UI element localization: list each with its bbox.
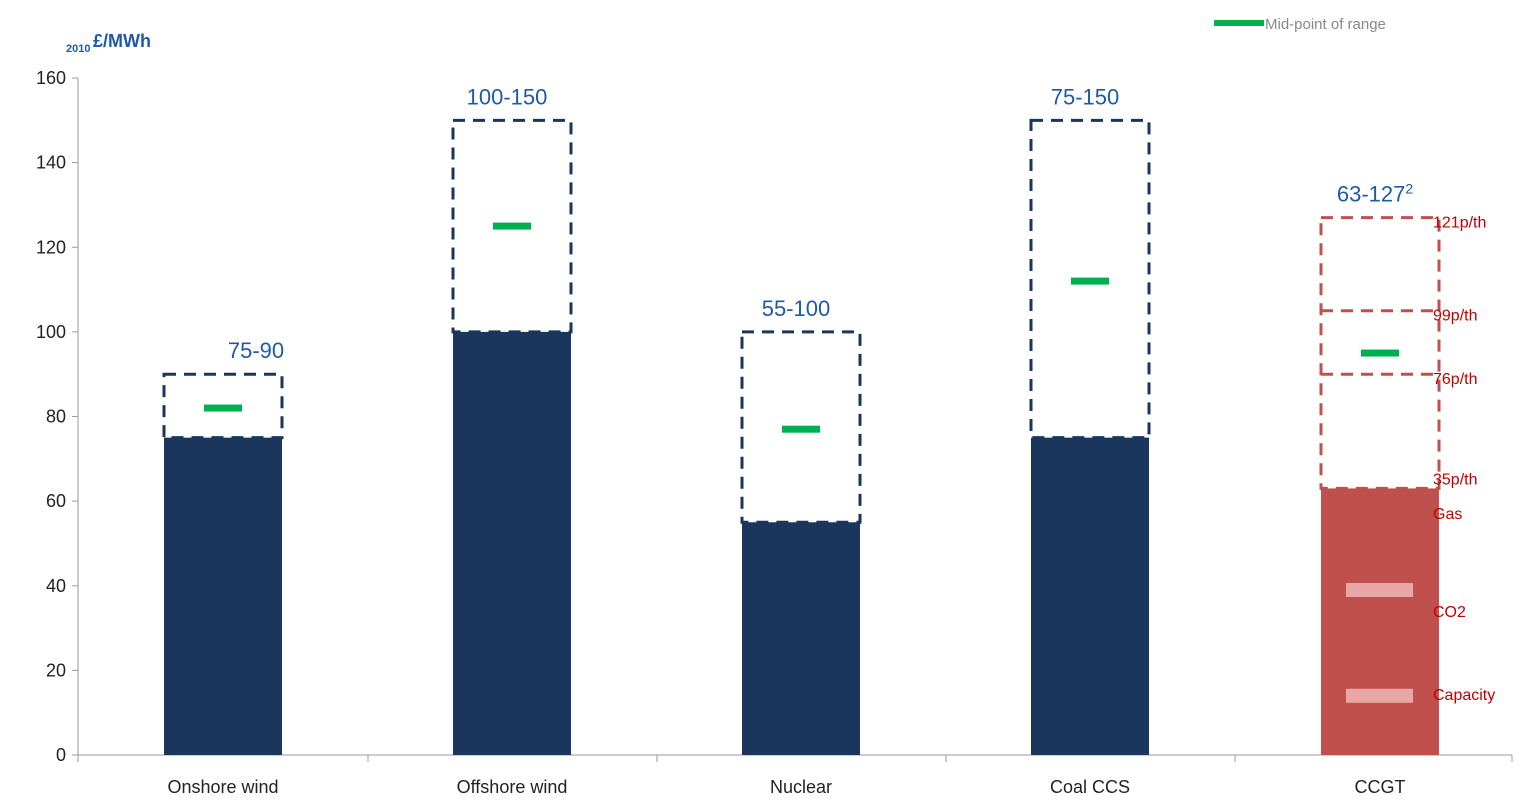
ccgt-component-label-0: Gas (1433, 506, 1462, 523)
bar-midpoint-4 (1361, 349, 1399, 357)
bar-range-label-text: 75-150 (1051, 84, 1120, 109)
bars: 75-90 100-150 55-100 75-150 63-1272 (162, 84, 1441, 755)
bar-range-label-text: 63-127 (1337, 182, 1406, 207)
y-tick-label: 60 (46, 491, 66, 511)
bar-midpoint-0 (204, 404, 242, 412)
bar-range-2 (740, 330, 862, 524)
bar-range-label-text: 75-90 (228, 338, 284, 363)
bar-midpoint-1 (493, 222, 531, 230)
ccgt-component-label-2: Capacity (1433, 687, 1495, 704)
y-tick-label: 140 (36, 153, 66, 173)
bar-range-label-sup: 2 (1405, 181, 1413, 197)
legend: Mid-point of range (1214, 16, 1386, 33)
x-tick-label-1: Offshore wind (457, 777, 568, 797)
bar-range-1 (451, 118, 573, 334)
bar-solid-1 (453, 331, 571, 755)
bar-range-label-1: 100-150 (467, 84, 548, 109)
y-axis-label-prefix: 2010 (66, 43, 90, 55)
bar-midpoint-2 (782, 425, 820, 433)
y-tick-label: 40 (46, 576, 66, 596)
axes: 0 20 40 60 80 100 120 140 160 2010 £/MWh Onshore wi… (36, 31, 1513, 797)
bar-range-label-3: 75-150 (1051, 84, 1120, 109)
ccgt-gas-level-label-2: 76p/th (1433, 371, 1477, 388)
x-tick-label-3: Coal CCS (1050, 777, 1130, 797)
y-tick-label: 160 (36, 68, 66, 88)
bar-range-label-2: 55-100 (762, 296, 831, 321)
y-axis-label: £/MWh (93, 31, 151, 51)
x-tick-label-4: CCGT (1355, 777, 1406, 797)
y-tick-label: 100 (36, 322, 66, 342)
bar-solid-2 (742, 522, 860, 755)
ccgt-component-marker-2 (1346, 688, 1413, 703)
bar-midpoint-3 (1071, 277, 1109, 285)
legend-label: Mid-point of range (1265, 16, 1386, 33)
x-tick-label-2: Nuclear (770, 777, 832, 797)
y-tick-label: 120 (36, 237, 66, 257)
y-tick-label: 0 (56, 745, 66, 765)
y-tick-label: 80 (46, 407, 66, 427)
bar-range-label-text: 55-100 (762, 296, 831, 321)
bar-range-label-0: 75-90 (228, 338, 284, 363)
bar-solid-0 (164, 437, 282, 755)
bar-range-4 (1319, 216, 1441, 490)
ccgt-component-label-1: CO2 (1433, 604, 1466, 621)
ccgt-gas-level-label-3: 35p/th (1433, 471, 1477, 488)
ccgt-component-marker-1 (1346, 582, 1413, 597)
bar-range-label-4: 63-1272 (1337, 181, 1414, 207)
y-tick-label: 20 (46, 660, 66, 680)
bar-range-label-text: 100-150 (467, 84, 548, 109)
legend-swatch (1214, 20, 1264, 26)
x-tick-label-0: Onshore wind (167, 777, 278, 797)
ccgt-gas-level-label-1: 99p/th (1433, 308, 1477, 325)
bar-solid-4 (1321, 488, 1439, 755)
bar-range-0 (162, 372, 284, 440)
annotations: 121p/th 99p/th 76p/th 35p/th Gas CO2 Capacity (1321, 215, 1495, 704)
ccgt-gas-level-label-0: 121p/th (1433, 215, 1486, 232)
bar-solid-3 (1031, 437, 1149, 755)
